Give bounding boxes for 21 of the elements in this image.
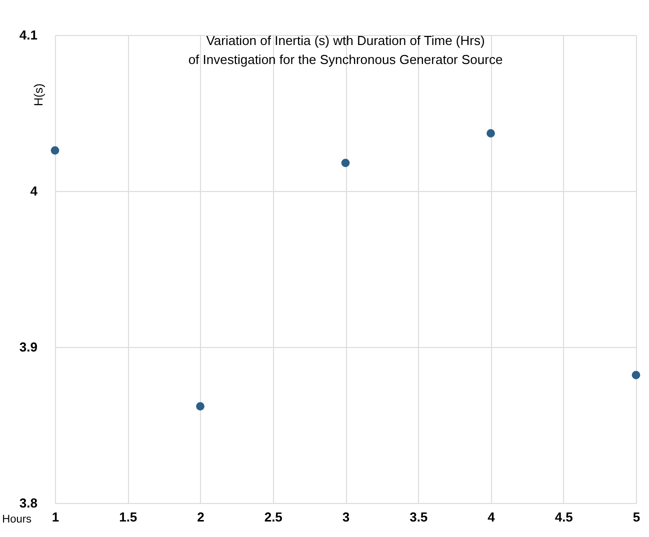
y-tick-label: 4	[30, 184, 38, 198]
point	[196, 402, 204, 410]
x-axis-title: Hours	[2, 514, 32, 526]
x-tick-label: 1.5	[119, 510, 138, 524]
point	[50, 146, 60, 155]
y-axis-title: H(s)	[32, 84, 46, 106]
y-tick-label: 3.9	[19, 340, 38, 354]
y-tick-label: 3.8	[19, 496, 38, 510]
x-tick-label: 1	[52, 510, 60, 524]
text: Variation of Inertia (s) wth Duration of Time (Hrs) of Investigation for the Synchronous Generator Source	[188, 33, 503, 67]
x-tick-label: 5	[632, 510, 640, 524]
x-tick-label: 4.5	[554, 510, 573, 524]
point	[486, 129, 495, 138]
y-tick-label: 4.1	[19, 28, 38, 42]
point	[632, 370, 640, 380]
x-tick-label: 4	[488, 510, 496, 524]
x-tick-label: 3.5	[410, 510, 428, 524]
x-tick-label: 2.5	[264, 510, 282, 524]
point	[341, 158, 350, 168]
x-tick-label: 2	[197, 510, 204, 524]
x-tick-label: 3	[342, 510, 350, 524]
